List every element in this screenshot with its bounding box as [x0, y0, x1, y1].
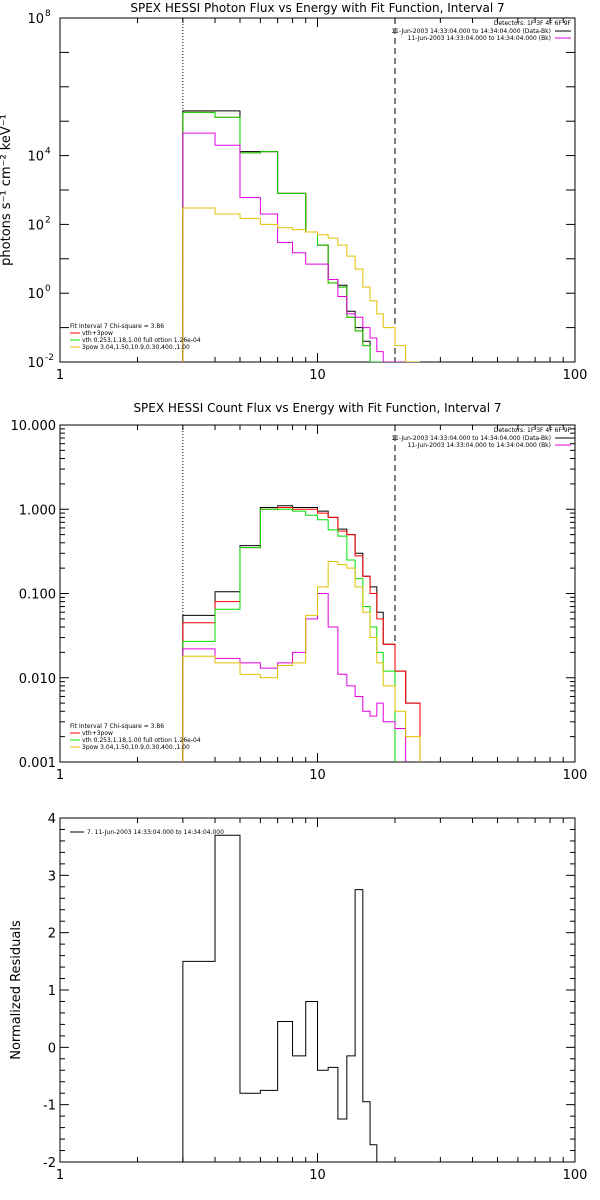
x-tick-label: 100 [563, 1168, 588, 1183]
y-tick-label: 0.001 [19, 756, 56, 771]
x-axis: 1 10 100 [56, 425, 588, 783]
x-tick-label: 1 [56, 1168, 64, 1183]
series-group [182, 110, 420, 362]
legend-entry: 11-Jun-2003 14:33:04.000 to 14:34:04.000… [408, 442, 551, 449]
x-axis: 1 10 100 [56, 818, 588, 1183]
legend-bottom-left: Fit Interval 7 Chi-square = 3.86vth+3pow… [70, 723, 201, 751]
legend-entry: 7. 11-Jun-2003 14:33:04.000 to 14:34:04.… [87, 829, 224, 836]
x-tick-label: 10 [309, 368, 326, 383]
x-tick-label: 1 [56, 368, 64, 383]
y-tick-base: 10 [27, 287, 44, 302]
series-line-3 [182, 508, 396, 762]
y-tick-label: -2 [43, 1156, 56, 1171]
y-tick-base: 10 [27, 150, 44, 165]
y-tick-base: 10 [27, 356, 44, 371]
y-tick-label: 1 [48, 984, 56, 999]
legend-entry: vth 0.253,1.18,1.00 full ottion 1.26e-04 [82, 337, 201, 344]
y-axis: 10 810 410 210 010 -2 [27, 9, 575, 371]
chart-title: SPEX HESSI Count Flux vs Energy with Fit… [133, 401, 501, 415]
y-tick-label: 3 [48, 869, 56, 884]
chart-panel-2: SPEX HESSI Count Flux vs Energy with Fit… [11, 401, 588, 783]
chart-panel-1: SPEX HESSI Photon Flux vs Energy with Fi… [0, 1, 587, 383]
legend-fit-header: Fit Interval 7 Chi-square = 3.86 [70, 723, 164, 730]
series-line-5 [182, 207, 420, 362]
legend-entry: vth 0.253,1.18,1.00 full ottion 1.26e-04 [82, 737, 201, 744]
y-tick-label: 4 [48, 812, 56, 827]
chart-title: SPEX HESSI Photon Flux vs Energy with Fi… [130, 1, 504, 15]
y-tick-exponent: 2 [45, 215, 51, 225]
y-axis-label: Normalized Residuals [9, 920, 24, 1060]
series-line-4 [182, 593, 407, 762]
legend-detectors: Detectors: 1F 3F 4F 6F 9F [494, 20, 572, 27]
legend-entry: vth+3pow [82, 730, 113, 737]
series-line-1 [182, 110, 420, 362]
y-tick-exponent: 4 [45, 147, 51, 157]
series-group [182, 505, 421, 762]
legend-entry: 11-Jun-2003 14:33:04.000 to 14:34:04.000… [391, 435, 551, 442]
y-tick-base: 10 [27, 218, 44, 233]
legend-entry: vth+3pow [82, 330, 113, 337]
x-tick-label: 1 [56, 768, 64, 783]
plot-frame [59, 17, 576, 363]
y-tick-base: 10 [27, 12, 44, 27]
y-tick-label: 10 [27, 12, 44, 27]
legend-entry: 11-Jun-2003 14:33:04.000 to 14:34:04.000… [408, 35, 551, 42]
x-tick-label: 100 [563, 368, 588, 383]
y-tick-label: 1.000 [19, 503, 56, 518]
legend-fit-header: Fit Interval 7 Chi-square = 3.86 [70, 323, 164, 330]
x-tick-label: 10 [309, 768, 326, 783]
legend-top-left: 7. 11-Jun-2003 14:33:04.000 to 14:34:04.… [70, 829, 224, 836]
y-axis-label: photons s⁻¹ cm⁻² keV⁻¹ [0, 114, 14, 266]
x-tick-label: 100 [563, 768, 588, 783]
series-line-2 [182, 506, 421, 762]
legend-entry: 3pow 3.04,1.50,10.9,0.30,400.,1.00 [82, 344, 190, 351]
y-tick-label: 2 [48, 927, 56, 942]
y-tick-label: 10 [27, 150, 44, 165]
y-tick-label: 0 [48, 1041, 56, 1056]
y-tick-label: 10 [27, 218, 44, 233]
plot-frame [59, 817, 576, 1163]
y-tick-label: 0.010 [19, 672, 56, 687]
y-tick-label: -1 [43, 1099, 56, 1114]
series-line-2 [182, 111, 420, 362]
series-line-1 [182, 505, 421, 762]
y-axis: 10.000 1.000 0.100 0.010 0.001 [11, 419, 575, 771]
y-tick-label: 10 [27, 356, 44, 371]
x-tick-label: 10 [309, 1168, 326, 1183]
series-line-1 [182, 834, 396, 1162]
series-line-5 [182, 560, 421, 762]
series-line-3 [182, 111, 420, 362]
y-axis: 4 3 2 1 0 -1 -2 [43, 812, 575, 1171]
series-line-4 [182, 132, 420, 362]
y-tick-label: 10.000 [11, 419, 57, 434]
legend-entry: 3pow 3.04,1.50,10.9,0.30,400.,1.00 [82, 744, 190, 751]
legend-detectors: Detectors: 1F 3F 4F 6F 9F [494, 427, 572, 434]
legend-entry: 11-Jun-2003 14:33:04.000 to 14:34:04.000… [391, 28, 551, 35]
x-axis: 1 10 100 [56, 18, 588, 383]
y-tick-exponent: 8 [45, 9, 51, 19]
y-tick-exponent: 0 [45, 284, 51, 294]
y-tick-label: 10 [27, 287, 44, 302]
y-tick-label: 0.100 [19, 588, 56, 603]
series-group [182, 834, 396, 1162]
y-tick-exponent: -2 [45, 353, 54, 363]
legend-bottom-left: Fit Interval 7 Chi-square = 3.86vth+3pow… [70, 323, 201, 351]
